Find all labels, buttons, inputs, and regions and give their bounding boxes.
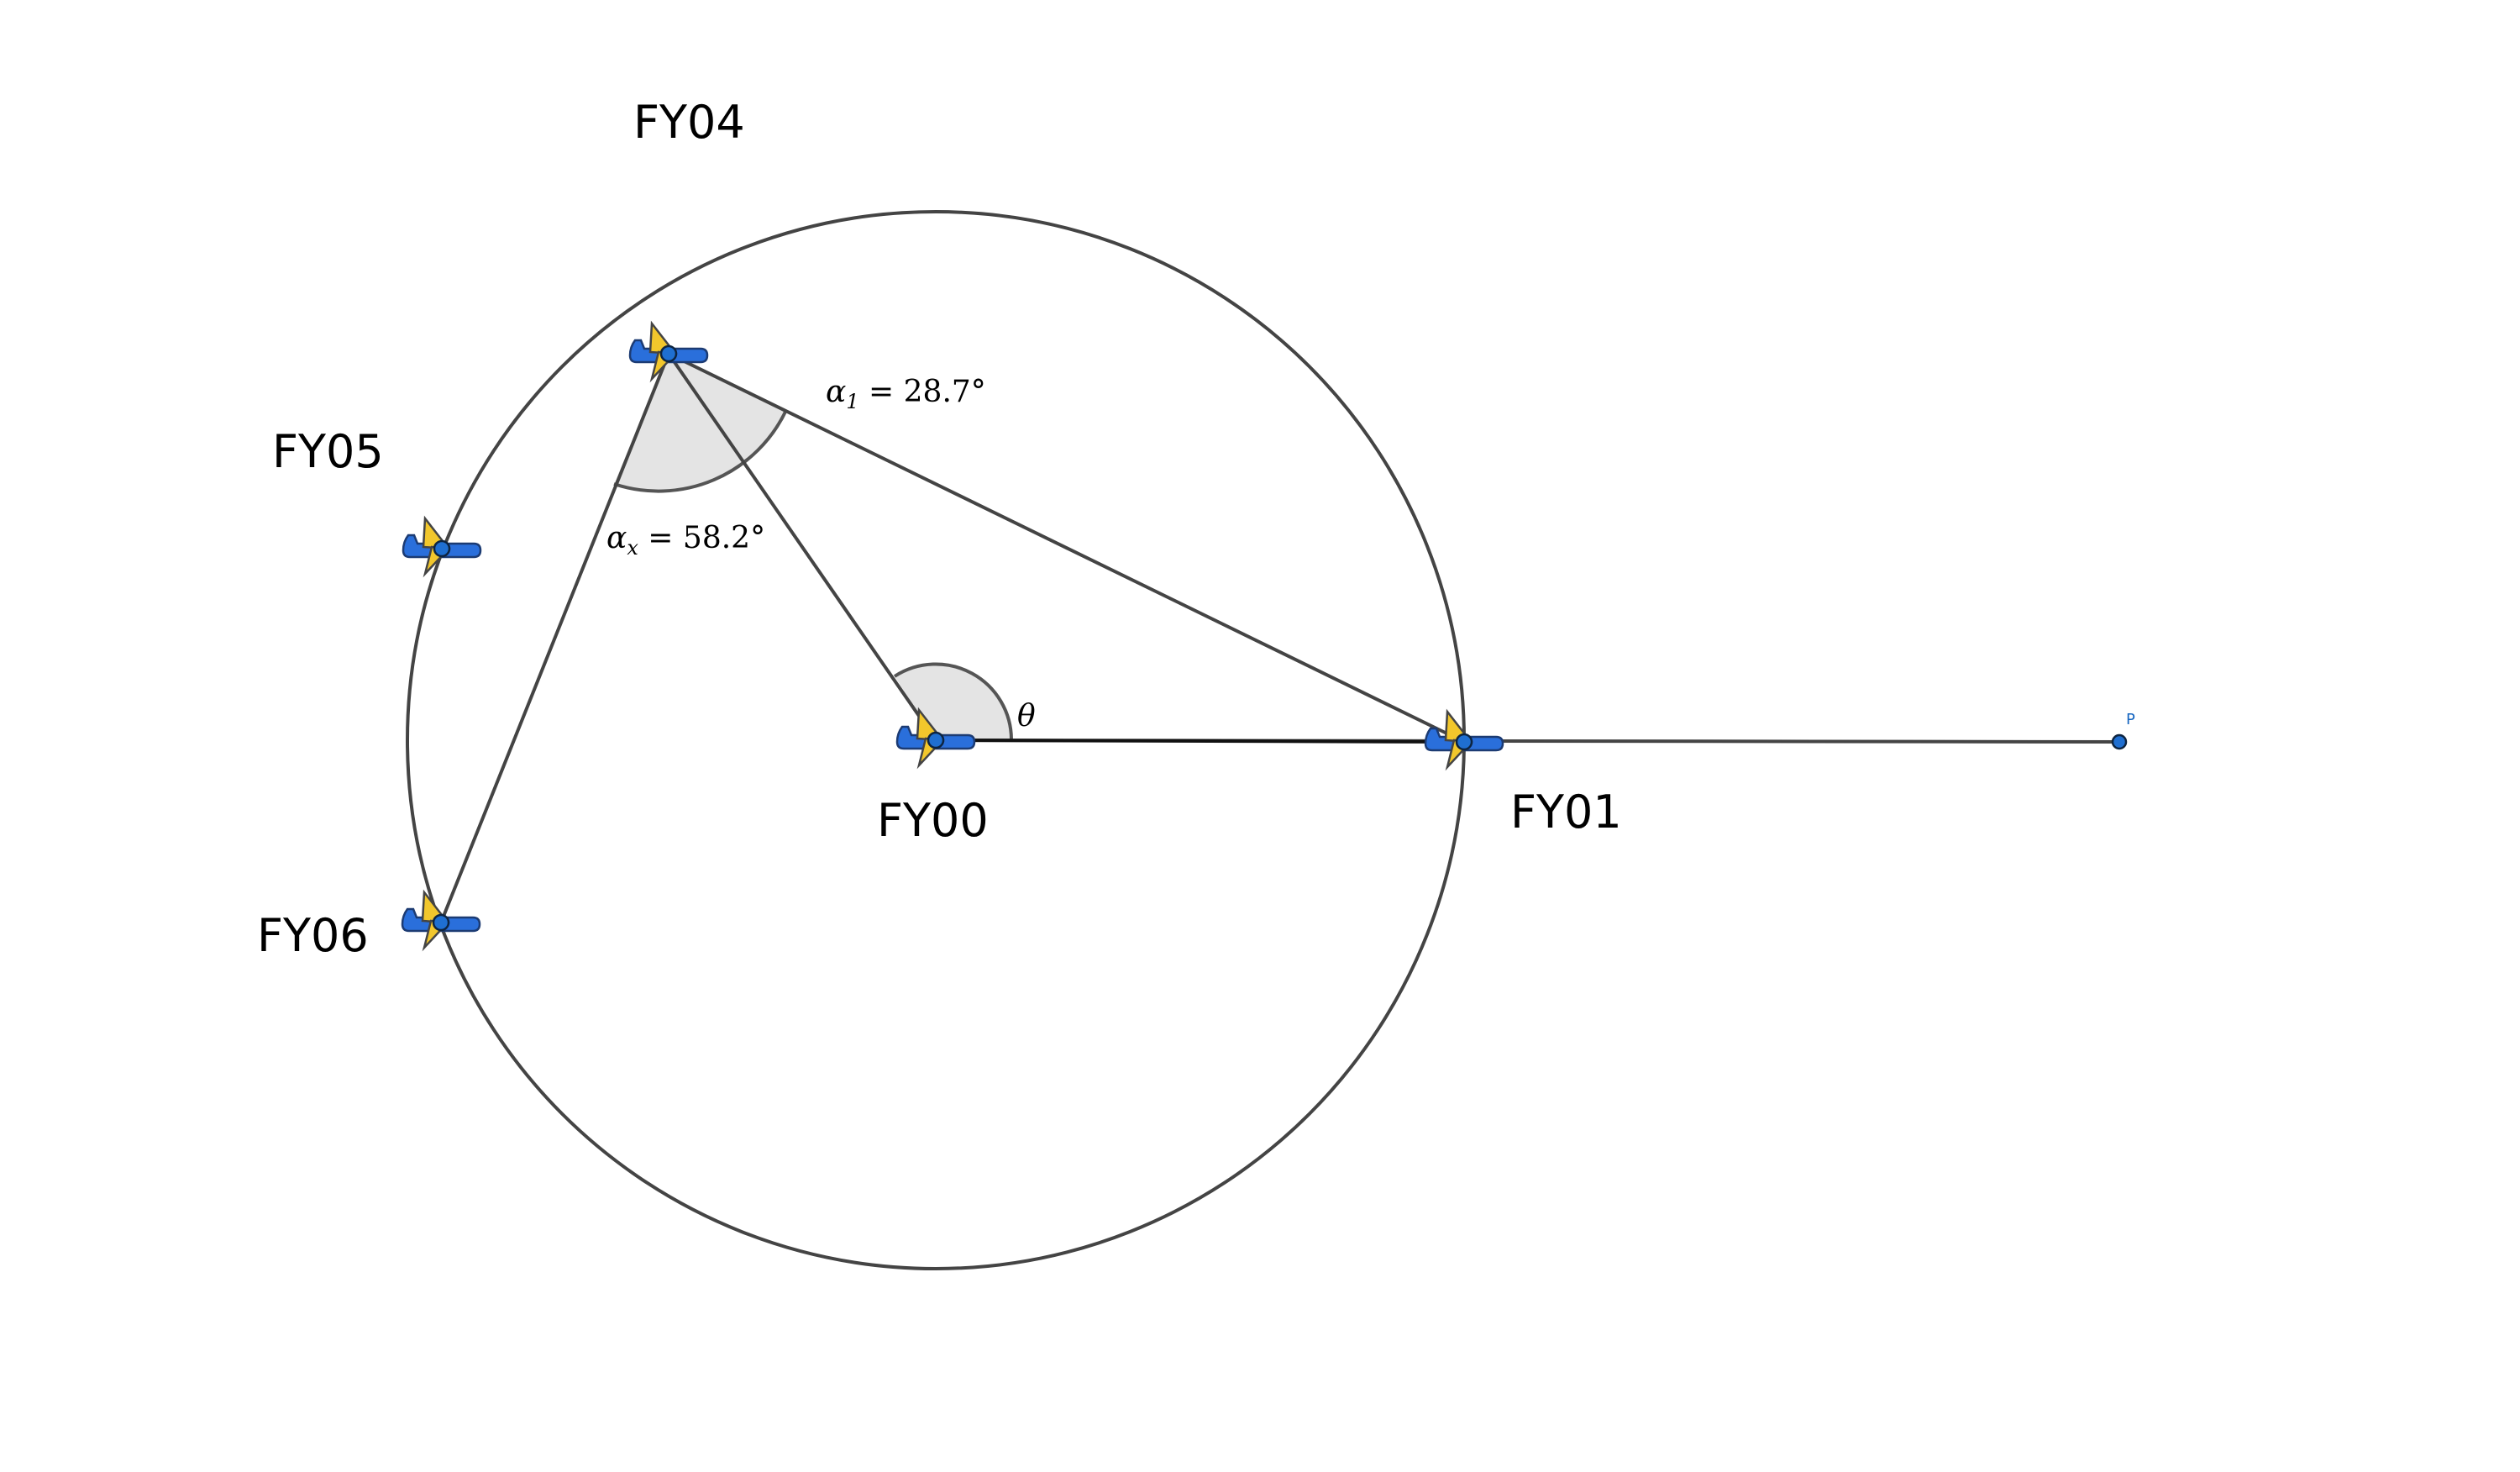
alpha-x-subscript: x	[627, 536, 638, 560]
label-fy06: FY06	[257, 909, 369, 962]
angle-theta-arc	[893, 662, 1014, 741]
label-fy01: FY01	[1510, 786, 1622, 839]
alpha-x-symbol: α	[606, 521, 627, 555]
alpha-x-value: = 58.2°	[638, 521, 765, 555]
point-p-marker-icon[interactable]	[2111, 733, 2128, 750]
alpha-1-value: = 28.7°	[859, 375, 986, 409]
alpha-1-symbol: α	[826, 375, 846, 409]
theta-label: θ	[1017, 699, 1036, 733]
angle-alpha-sector	[614, 354, 786, 492]
line-fy04-fy01	[668, 352, 1465, 744]
label-fy00: FY00	[877, 794, 989, 847]
line-fy04-fy06	[439, 353, 670, 923]
angle-alpha-arc	[613, 409, 788, 493]
alpha-1-subscript: 1	[846, 390, 858, 413]
alpha-x-annotation: αx = 58.2°	[606, 521, 765, 560]
alpha-1-annotation: α1 = 28.7°	[826, 375, 986, 413]
line-fy00-fy01	[935, 739, 1465, 744]
label-fy05: FY05	[272, 425, 384, 478]
line-fy04-fy00	[667, 352, 937, 742]
point-p-label: P	[2126, 711, 2135, 728]
label-fy04: FY04	[633, 96, 745, 149]
angle-theta-sector	[895, 664, 1012, 740]
aircraft-fy06-icon[interactable]	[401, 891, 481, 949]
aircraft-fy05-icon[interactable]	[402, 517, 482, 576]
